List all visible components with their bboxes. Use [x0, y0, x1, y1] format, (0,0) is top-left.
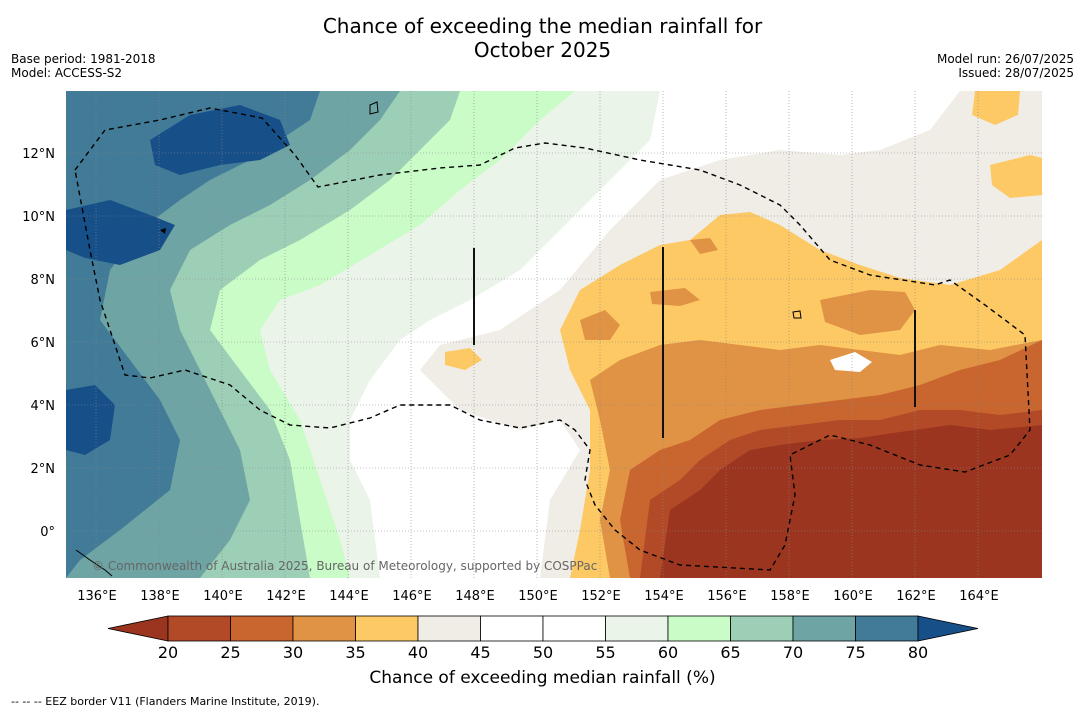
lon-label: 144°E [329, 589, 369, 604]
title-line-2: October 2025 [473, 38, 612, 62]
colorbar-segment [605, 615, 669, 642]
colorbar-segment [292, 615, 356, 642]
white-patch [830, 352, 872, 372]
longitude-labels: 136°E 138°E 140°E 142°E 144°E 146°E 148°… [77, 589, 999, 604]
region-above-85-north [150, 105, 290, 175]
island-outline [160, 228, 166, 234]
region-40-45-north [972, 91, 1020, 125]
lon-label: 160°E [833, 589, 873, 604]
colorbar-tick-label: 25 [220, 643, 240, 662]
map-field [66, 91, 1042, 578]
colorbar-segment [542, 615, 606, 642]
colorbar-segment [355, 615, 419, 642]
lon-label: 152°E [581, 589, 621, 604]
lon-label: 154°E [644, 589, 684, 604]
region-35-40-patch-3 [820, 290, 915, 335]
colorbar-extend-high [917, 615, 979, 642]
colorbar-tick-label: 50 [533, 643, 553, 662]
run-info: Model run: 26/07/2025 Issued: 28/07/2025 [937, 52, 1074, 80]
issued-date: Issued: 28/07/2025 [958, 66, 1074, 80]
region-40-45-patch [445, 348, 482, 370]
colorbar: 20 25 30 35 40 45 50 55 60 65 70 75 80 [107, 615, 979, 662]
lon-label: 136°E [77, 589, 117, 604]
colorbar-segment [792, 615, 856, 642]
colorbar-tick-label: 60 [658, 643, 678, 662]
colorbar-tick-label: 80 [908, 643, 928, 662]
colorbar-tick-label: 30 [283, 643, 303, 662]
colorbar-segment [480, 615, 544, 642]
colorbar-tick-label: 45 [470, 643, 490, 662]
colorbar-segment [417, 615, 481, 642]
colorbar-tick-label: 35 [345, 643, 365, 662]
lat-label: 4°N [31, 399, 56, 414]
model-name: Model: ACCESS-S2 [11, 66, 123, 80]
eez-footnote: -- -- -- EEZ border V11 (Flanders Marine… [11, 695, 320, 708]
colorbar-tick-label: 75 [845, 643, 865, 662]
model-info: Base period: 1981-2018 Model: ACCESS-S2 [11, 52, 156, 80]
lon-label: 142°E [266, 589, 306, 604]
latitude-labels: 12°N 10°N 8°N 6°N 4°N 2°N 0° [22, 147, 55, 540]
model-run-date: Model run: 26/07/2025 [936, 52, 1074, 66]
region-above-85-south [66, 385, 115, 455]
colorbar-tick-label: 65 [720, 643, 740, 662]
region-20-25 [660, 425, 1042, 578]
lon-label: 156°E [707, 589, 747, 604]
lon-label: 164°E [959, 589, 999, 604]
colorbar-tick-label: 70 [783, 643, 803, 662]
colorbar-tick-label: 55 [595, 643, 615, 662]
region-35-40-patch-4 [690, 238, 718, 254]
lat-label: 8°N [31, 273, 56, 288]
title-line-1: Chance of exceeding the median rainfall … [322, 14, 763, 38]
lon-label: 146°E [392, 589, 432, 604]
lon-label: 138°E [140, 589, 180, 604]
map-title: Chance of exceeding the median rainfall … [0, 14, 1085, 62]
lon-label: 162°E [896, 589, 936, 604]
colorbar-segment [667, 615, 731, 642]
colorbar-segment [855, 615, 919, 642]
lat-label: 10°N [22, 210, 55, 225]
lat-label: 6°N [31, 336, 56, 351]
copyright-text: © Commonwealth of Australia 2025, Bureau… [92, 559, 597, 573]
colorbar-extend-low [107, 615, 169, 642]
base-period: Base period: 1981-2018 [11, 52, 156, 66]
colorbar-segment [730, 615, 794, 642]
colorbar-segment [230, 615, 294, 642]
lon-label: 150°E [518, 589, 558, 604]
lon-label: 158°E [770, 589, 810, 604]
island-outline [75, 549, 113, 577]
colorbar-tick-label: 20 [158, 643, 178, 662]
eez-border [74, 107, 1031, 571]
island-outline [369, 101, 379, 115]
lon-label: 148°E [455, 589, 495, 604]
colorbar-title: Chance of exceeding median rainfall (%) [369, 668, 716, 688]
colorbar-segment [167, 615, 231, 642]
lat-label: 0° [40, 525, 55, 540]
colorbar-tick-label: 40 [408, 643, 428, 662]
lat-label: 12°N [22, 147, 55, 162]
region-40-45-northeast [990, 155, 1042, 198]
lon-label: 140°E [203, 589, 243, 604]
lat-label: 2°N [31, 462, 56, 477]
island-outline [792, 310, 802, 319]
